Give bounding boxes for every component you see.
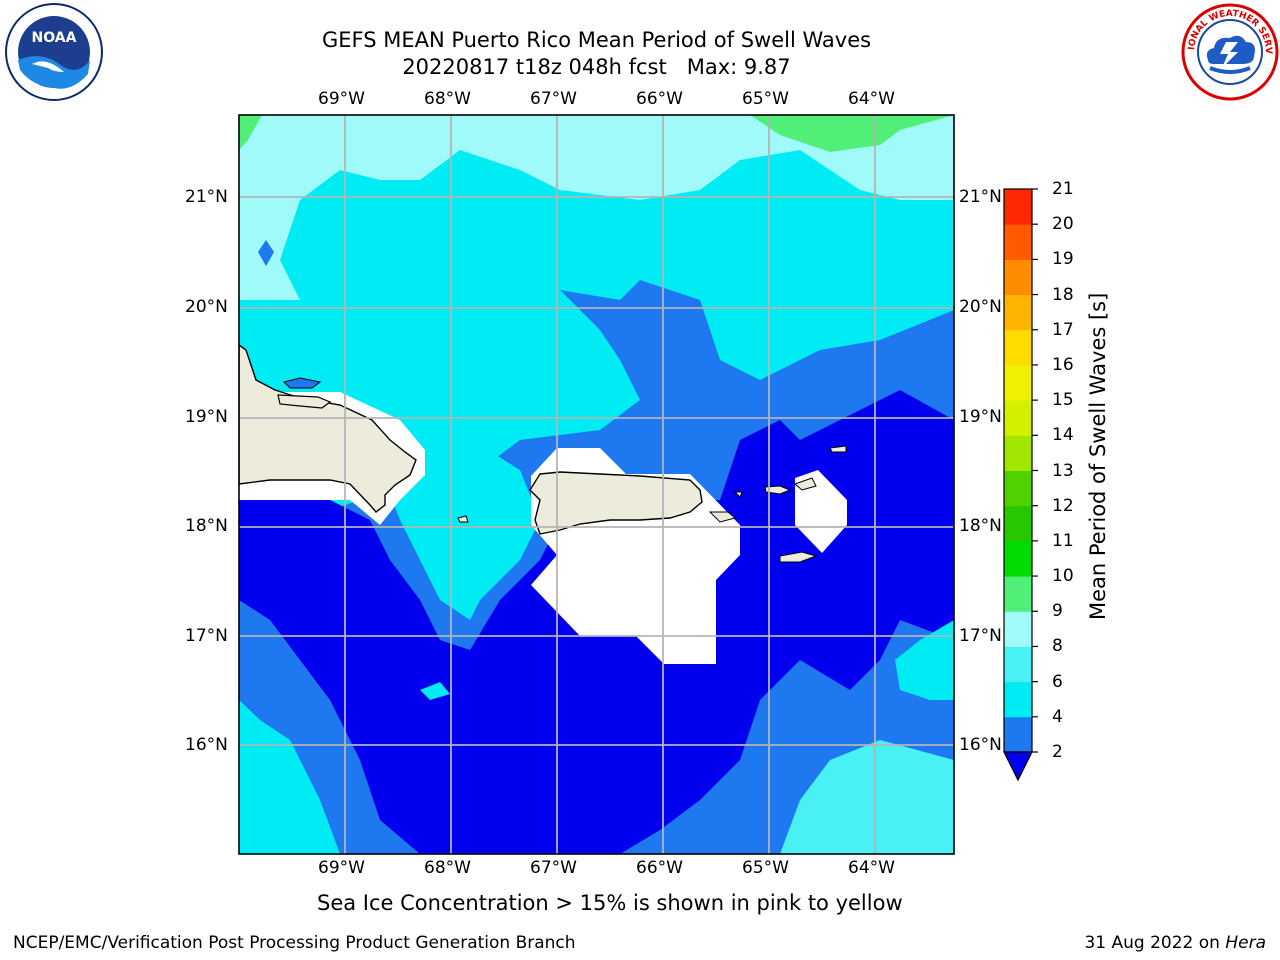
- footer-host: Hera: [1225, 933, 1266, 953]
- colorbar-tick-label: 12: [1052, 495, 1074, 516]
- nws-logo: NATIONAL WEATHER SERVICE: [1180, 2, 1279, 101]
- land-vieques: [708, 511, 737, 523]
- colorbar-segment: [1004, 470, 1032, 507]
- colorbar-segment: [1004, 364, 1032, 401]
- lat-label-right: 20°N: [959, 297, 1002, 317]
- lat-label-left: 17°N: [185, 626, 228, 646]
- svg-text:NOAA: NOAA: [32, 30, 77, 46]
- colorbar-segment: [1004, 681, 1032, 718]
- region-green-corner: [239, 115, 262, 150]
- lat-label-left: 20°N: [185, 297, 228, 317]
- colorbar-tick-label: 19: [1052, 249, 1074, 270]
- colorbar-segment: [1004, 400, 1032, 436]
- lon-label-top: 69°W: [318, 89, 365, 109]
- colorbar-segment: [1004, 505, 1032, 542]
- chart-subtitle: 20220817 t18z 048h fcst Max: 9.87: [402, 55, 791, 79]
- lon-label-top: 65°W: [742, 89, 789, 109]
- colorbar-tick-label: 4: [1052, 706, 1063, 727]
- lon-label-bottom: 65°W: [742, 858, 789, 878]
- land-islet-blue: [283, 377, 322, 389]
- colorbar-tick-label: 11: [1052, 530, 1074, 551]
- mask-virgin-islands: [795, 470, 847, 553]
- lon-label-bottom: 66°W: [636, 858, 683, 878]
- lat-label-right: 19°N: [959, 407, 1002, 427]
- colorbar-tick-label: 18: [1052, 284, 1074, 305]
- lat-label-right: 18°N: [959, 516, 1002, 536]
- colorbar-segment: [1004, 716, 1032, 753]
- footer-date: 31 Aug 2022 on Hera: [1084, 933, 1266, 953]
- lon-label-bottom: 69°W: [318, 858, 365, 878]
- colorbar-tick-label: 8: [1052, 636, 1063, 657]
- lat-label-right: 17°N: [959, 626, 1002, 646]
- colorbar-segment: [1004, 646, 1032, 683]
- region-cyan-spot: [420, 682, 450, 700]
- land-puerto-rico: [529, 471, 703, 535]
- colorbar-segment: [1004, 189, 1032, 225]
- land-anegada: [829, 445, 847, 453]
- noaa-logo: NOAA: [5, 3, 103, 101]
- colorbar-under-triangle: [1003, 751, 1033, 782]
- colorbar-tick-label: 17: [1052, 319, 1074, 340]
- chart-title: GEFS MEAN Puerto Rico Mean Period of Swe…: [321, 28, 872, 52]
- colorbar-segment: [1004, 435, 1032, 471]
- colorbar-tick-label: 15: [1052, 390, 1074, 411]
- colorbar-label: Mean Period of Swell Waves [s]: [1086, 292, 1110, 620]
- lon-label-top: 67°W: [530, 89, 577, 109]
- region-green: [750, 115, 954, 152]
- lat-label-right: 21°N: [959, 187, 1002, 207]
- lon-label-bottom: 68°W: [424, 858, 471, 878]
- colorbar: [1003, 188, 1038, 782]
- region-pale-cyan: [239, 115, 954, 300]
- colorbar-segment: [1004, 329, 1032, 366]
- map-frame: [238, 114, 955, 855]
- land-hispaniola-north: [277, 394, 332, 409]
- lat-label-left: 18°N: [185, 516, 228, 536]
- map-grid: [239, 115, 954, 854]
- lon-label-top: 68°W: [424, 89, 471, 109]
- land-st-thomas: [764, 485, 792, 495]
- land-mona-island: [457, 515, 469, 523]
- region-cyan-southeast: [780, 740, 954, 854]
- colorbar-tick-label: 13: [1052, 460, 1074, 481]
- land-hispaniola: [239, 344, 417, 513]
- region-cyan-east: [895, 620, 954, 700]
- colorbar-segment: [1004, 611, 1032, 647]
- land-culebra: [733, 491, 743, 498]
- colorbar-tick-label: 16: [1052, 354, 1074, 375]
- colorbar-tick-label: 21: [1052, 179, 1074, 199]
- sea-ice-caption: Sea Ice Concentration > 15% is shown in …: [317, 891, 903, 915]
- region-cyan-mona: [380, 445, 540, 620]
- colorbar-segment: [1004, 576, 1032, 612]
- colorbar-tick-label: 6: [1052, 671, 1063, 692]
- region-blue-spot: [258, 240, 274, 266]
- colorbar-tick-label: 2: [1052, 742, 1063, 762]
- lat-label-right: 16°N: [959, 735, 1002, 755]
- footer-branch: NCEP/EMC/Verification Post Processing Pr…: [13, 933, 576, 953]
- lat-label-left: 19°N: [185, 407, 228, 427]
- footer-date-text: 31 Aug 2022 on: [1084, 933, 1226, 953]
- lat-label-left: 16°N: [185, 735, 228, 755]
- lon-label-bottom: 64°W: [848, 858, 895, 878]
- colorbar-tick-label: 9: [1052, 601, 1063, 622]
- colorbar-segment: [1004, 259, 1032, 296]
- lon-label-bottom: 67°W: [530, 858, 577, 878]
- lon-label-top: 66°W: [636, 89, 683, 109]
- colorbar-tick-label: 10: [1052, 566, 1074, 587]
- colorbar-tick-label: 20: [1052, 214, 1074, 235]
- land-tortola: [794, 477, 817, 491]
- land-st-croix: [779, 551, 818, 563]
- lon-label-top: 64°W: [848, 89, 895, 109]
- colorbar-tick-label: 14: [1052, 425, 1074, 446]
- region-cyan-southwest: [239, 700, 340, 854]
- colorbar-segment: [1004, 294, 1032, 331]
- colorbar-segment: [1004, 540, 1032, 577]
- colorbar-segment: [1004, 224, 1032, 260]
- lat-label-left: 21°N: [185, 187, 228, 207]
